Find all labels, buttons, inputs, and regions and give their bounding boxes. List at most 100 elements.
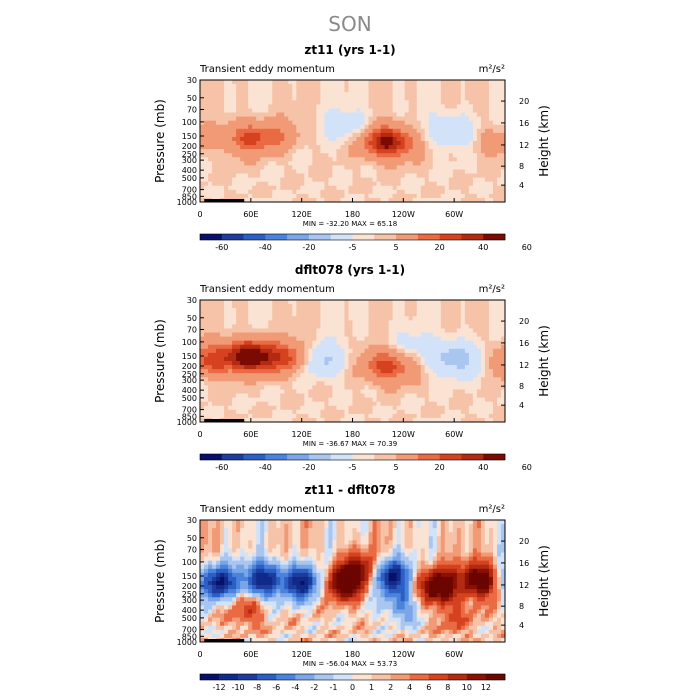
heatmap-cell (328, 320, 333, 325)
heatmap-cell (388, 356, 394, 362)
heatmap-cell (396, 397, 402, 403)
heatmap-cell (436, 112, 442, 117)
heatmap-cell (372, 157, 377, 162)
heatmap-cell (332, 532, 337, 537)
heatmap-cell (440, 136, 446, 142)
heatmap-cell (480, 401, 486, 407)
heatmap-cell (356, 393, 361, 398)
heatmap-cell (496, 92, 502, 97)
colorbar-swatch (308, 234, 332, 240)
heatmap-cell (336, 320, 341, 325)
heatmap-cell (320, 524, 325, 529)
heatmap-cell (332, 128, 337, 134)
heatmap-cell (412, 344, 418, 350)
heatmap-cell (320, 528, 325, 533)
heatmap-cell (348, 84, 353, 89)
heatmap-cell (244, 336, 249, 342)
heatmap-cell (444, 165, 450, 170)
heatmap-cell (224, 149, 229, 154)
heatmap-cell (404, 149, 410, 154)
heatmap-cell (376, 124, 381, 130)
heatmap-cell (356, 120, 361, 126)
heatmap-cell (452, 385, 458, 390)
heatmap-cell (356, 532, 361, 537)
heatmap-cell (264, 128, 269, 134)
heatmap-cell (216, 193, 221, 199)
heatmap-cell (388, 128, 394, 134)
heatmap-cell (356, 336, 361, 342)
heatmap-cell (264, 92, 269, 97)
heatmap-cell (204, 520, 209, 525)
heatmap-cell (380, 377, 385, 382)
heatmap-cell (348, 92, 353, 97)
heatmap-cell (324, 153, 329, 158)
heatmap-cell (476, 520, 482, 525)
heatmap-cell (428, 104, 434, 109)
heatmap-cell (440, 401, 446, 407)
heatmap-cell (260, 169, 265, 174)
heatmap-cell (252, 344, 257, 350)
heatmap-cell (268, 409, 273, 415)
heatmap-cell (384, 312, 390, 317)
heatmap-cell (496, 100, 502, 105)
heatmap-cell (440, 369, 446, 374)
heatmap-cell (420, 149, 426, 154)
heatmap-cell (200, 108, 205, 113)
heatmap-cell (480, 197, 486, 203)
heatmap-cell (468, 120, 474, 126)
heatmap-cell (324, 145, 329, 150)
heatmap-cell (424, 348, 430, 354)
heatmap-cell (352, 356, 357, 362)
heatmap-cell (404, 409, 410, 415)
heatmap-cell (488, 128, 494, 134)
heatmap-cell (492, 373, 498, 378)
heatmap-cell (372, 173, 377, 178)
heatmap-cell (352, 369, 357, 374)
heatmap-cell (324, 409, 329, 415)
heatmap-cell (476, 169, 482, 174)
heatmap-cell (440, 393, 446, 398)
heatmap-cell (276, 136, 281, 142)
heatmap-cell (480, 153, 486, 158)
heatmap-cell (208, 116, 213, 122)
heatmap-cell (320, 413, 325, 419)
heatmap-cell (428, 181, 434, 187)
heatmap-cell (448, 80, 454, 85)
heatmap-cell (412, 528, 418, 533)
heatmap-cell (220, 173, 225, 178)
heatmap-cell (328, 369, 333, 374)
heatmap-cell (312, 308, 317, 313)
heatmap-cell (208, 153, 213, 158)
heatmap-cell (416, 100, 422, 105)
heatmap-cell (316, 524, 321, 529)
heatmap-cell (492, 385, 498, 390)
heatmap-cell (208, 128, 213, 134)
heatmap-cell (492, 185, 498, 191)
heatmap-cell (288, 532, 293, 537)
heatmap-cell (292, 124, 297, 130)
heatmap-cell (412, 413, 418, 419)
heatmap-cell (492, 356, 498, 362)
heatmap-cell (476, 185, 482, 191)
heatmap-cell (400, 393, 406, 398)
heatmap-cell (380, 316, 385, 321)
heatmap-cell (296, 193, 301, 199)
heatmap-cell (456, 304, 462, 309)
heatmap-cell (476, 136, 482, 142)
heatmap-cell (312, 161, 317, 166)
heatmap-cell (308, 524, 313, 529)
heatmap-cell (268, 145, 273, 150)
heatmap-cell (328, 381, 333, 386)
heatmap-cell (320, 417, 325, 423)
heatmap-cell (428, 361, 434, 366)
heatmap-cell (376, 100, 381, 105)
heatmap-cell (488, 136, 494, 142)
heatmap-cell (380, 128, 385, 134)
heatmap-cell (456, 409, 462, 415)
heatmap-cell (492, 348, 498, 354)
heatmap-cell (384, 108, 390, 113)
heatmap-cell (464, 365, 470, 370)
heatmap-cell (428, 332, 434, 337)
heatmap-cell (464, 320, 470, 325)
heatmap-cell (476, 369, 482, 374)
